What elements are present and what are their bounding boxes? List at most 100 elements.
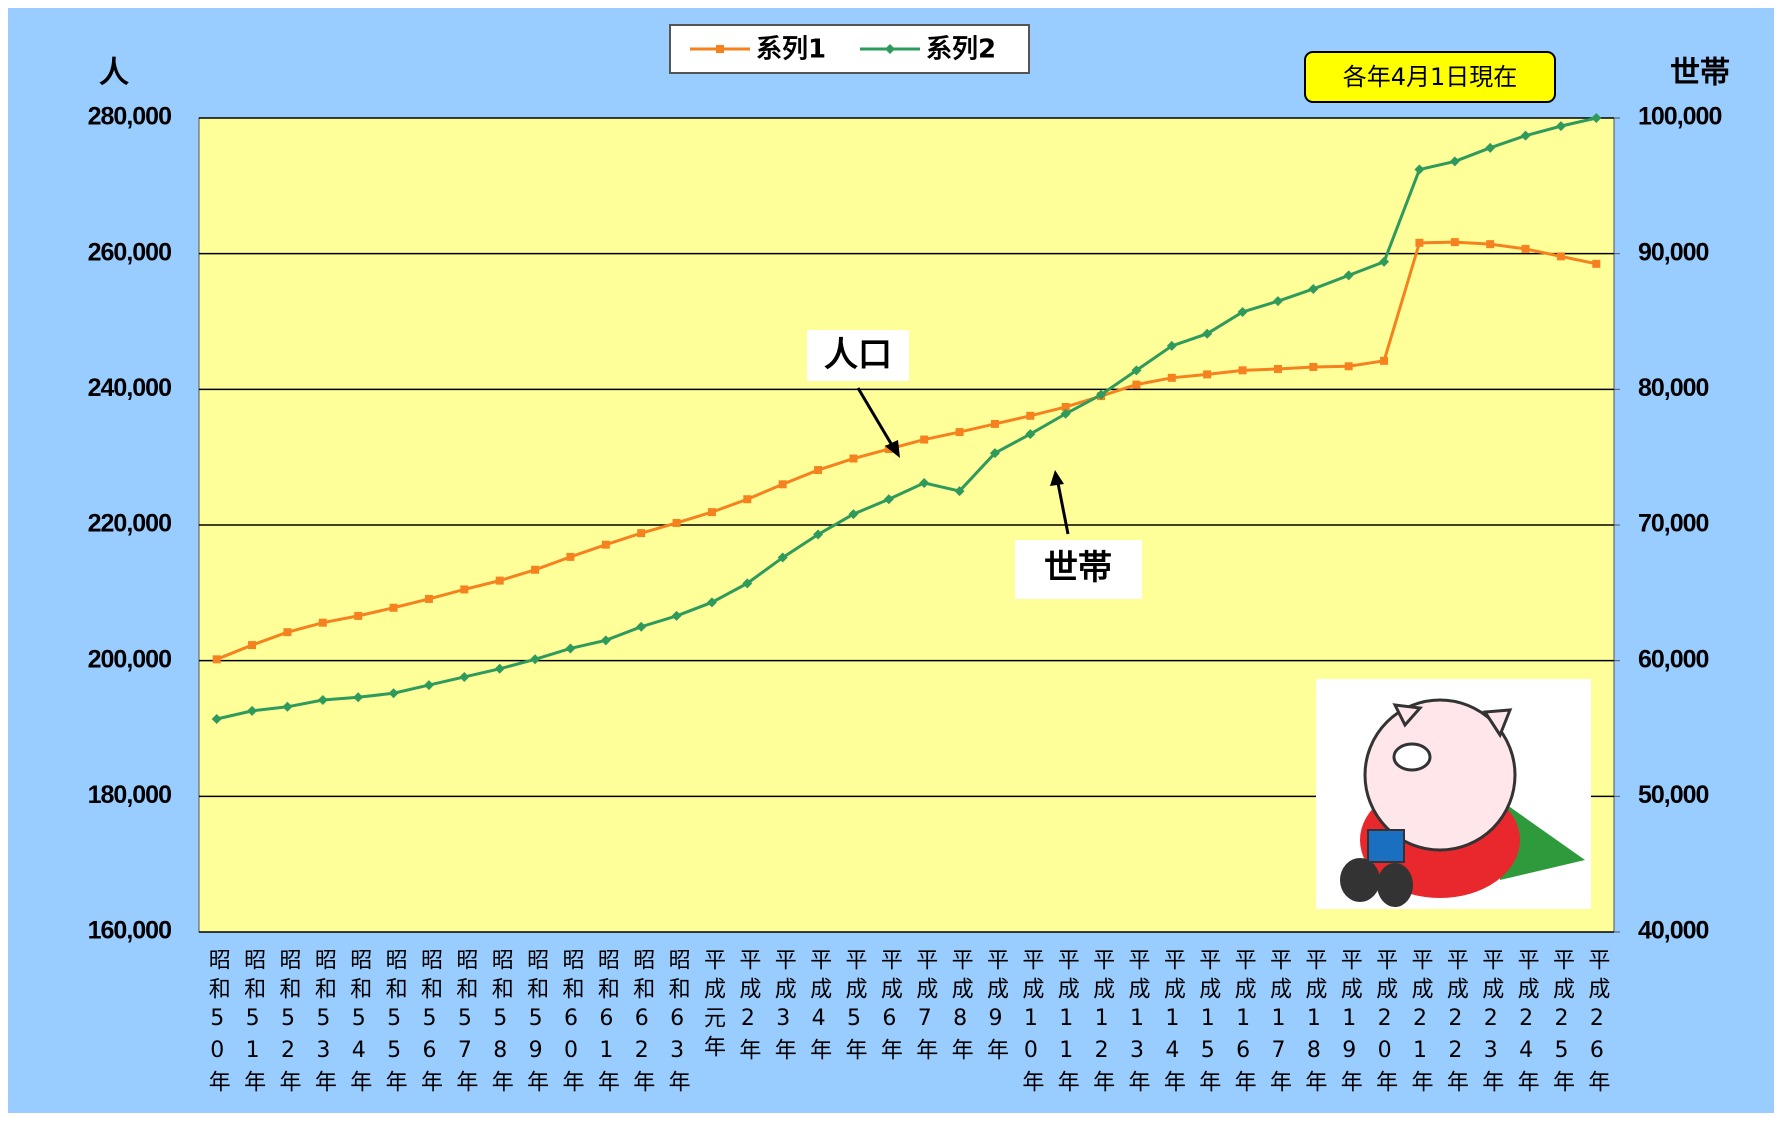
marker (1166, 340, 1177, 351)
marker (531, 565, 540, 574)
mascot-ear (1482, 708, 1513, 739)
y2-tick-label: 40,000 (1638, 917, 1709, 945)
marker (849, 454, 858, 463)
legend-marker (885, 44, 895, 54)
marker (1520, 130, 1531, 141)
marker (777, 552, 788, 563)
marker (1060, 408, 1071, 419)
marker (1131, 365, 1142, 376)
marker (742, 578, 753, 589)
marker (637, 529, 646, 538)
y-tick-label: 160,000 (88, 917, 171, 945)
y-tick-label: 280,000 (88, 103, 171, 131)
annotation: 人口 (824, 335, 892, 375)
annotation-box (1015, 540, 1142, 599)
x-tick-label: 平成14年 (1160, 948, 1186, 1099)
x-tick-label: 昭和61年 (594, 948, 620, 1099)
x-tick-label: 平成24年 (1514, 948, 1540, 1099)
x-tick-label: 平成4年 (806, 948, 832, 1067)
x-tick-label: 平成26年 (1584, 948, 1610, 1099)
marker (354, 611, 363, 620)
series-line (216, 240, 1597, 661)
x-tick-label: 平成12年 (1089, 948, 1115, 1099)
marker (636, 621, 647, 632)
x-tick-label: 平成22年 (1443, 948, 1469, 1099)
marker (247, 705, 258, 716)
marker (424, 594, 433, 603)
x-tick-label: 昭和57年 (452, 948, 478, 1099)
marker (814, 466, 823, 475)
marker (1238, 366, 1247, 375)
mascot-ear (1392, 703, 1424, 728)
annotation-box (807, 330, 909, 381)
mascot-foot (1377, 863, 1413, 907)
mascot-head (1363, 698, 1517, 852)
y-tick-label: 180,000 (88, 781, 171, 809)
x-tick-label: 平成6年 (877, 948, 903, 1067)
x-tick-label: 平成15年 (1195, 948, 1221, 1099)
x-tick-label: 平成8年 (948, 948, 974, 1067)
x-tick-label: 昭和50年 (205, 948, 231, 1099)
marker (1061, 402, 1070, 411)
mascot-foot (1340, 858, 1380, 902)
marker (1414, 164, 1425, 175)
x-tick-label: 昭和54年 (346, 948, 372, 1099)
marker (706, 597, 717, 608)
marker (566, 552, 575, 561)
marker (1237, 307, 1248, 318)
marker (1344, 362, 1353, 371)
x-tick-label: 平成17年 (1266, 948, 1292, 1099)
x-tick-label: 昭和63年 (665, 948, 691, 1099)
marker (1272, 296, 1283, 307)
y-axis-label: 人 (99, 56, 129, 91)
marker (283, 628, 292, 637)
x-tick-label: 昭和52年 (275, 948, 301, 1099)
y2-tick-label: 60,000 (1638, 645, 1709, 673)
marker (601, 540, 610, 549)
marker (1555, 121, 1566, 132)
note-box (1304, 51, 1556, 103)
x-tick-label: 昭和58年 (488, 948, 514, 1099)
marker (1592, 259, 1601, 268)
marker (919, 477, 930, 488)
annotation-arrow (856, 387, 898, 453)
marker (813, 529, 824, 540)
marker (494, 663, 505, 674)
x-tick-label: 平成3年 (771, 948, 797, 1067)
x-tick-label: 昭和53年 (311, 948, 337, 1099)
y-tick-label: 240,000 (88, 374, 171, 402)
x-tick-label: 平成元年 (700, 948, 726, 1064)
y-tick-label: 220,000 (88, 510, 171, 538)
marker (423, 680, 434, 691)
x-tick-label: 平成13年 (1124, 948, 1150, 1099)
x-tick-label: 平成11年 (1054, 948, 1080, 1099)
x-tick-label: 平成25年 (1549, 948, 1575, 1099)
x-tick-label: 平成9年 (983, 948, 1009, 1067)
x-tick-label: 平成2年 (735, 948, 761, 1067)
marker (530, 654, 541, 665)
marker (848, 509, 859, 520)
series-line (216, 116, 1597, 721)
marker (317, 695, 328, 706)
arrow-head (885, 440, 900, 458)
marker (1486, 240, 1495, 249)
x-tick-label: 昭和55年 (382, 948, 408, 1099)
y2-axis-label: 世帯 (1670, 56, 1730, 91)
marker (671, 610, 682, 621)
mascot-nose (1392, 742, 1432, 772)
marker (1343, 270, 1354, 281)
marker (1096, 389, 1107, 400)
marker (1450, 238, 1459, 247)
arrow-head (1050, 470, 1064, 486)
marker (989, 448, 1000, 459)
marker (672, 518, 681, 527)
marker (1273, 364, 1282, 373)
y2-tick-label: 50,000 (1638, 781, 1709, 809)
legend-label: 系列1 (756, 35, 826, 65)
legend-label: 系列2 (926, 35, 996, 65)
marker (1202, 328, 1213, 339)
marker (1485, 142, 1496, 153)
marker (1025, 429, 1036, 440)
x-tick-label: 平成16年 (1231, 948, 1257, 1099)
